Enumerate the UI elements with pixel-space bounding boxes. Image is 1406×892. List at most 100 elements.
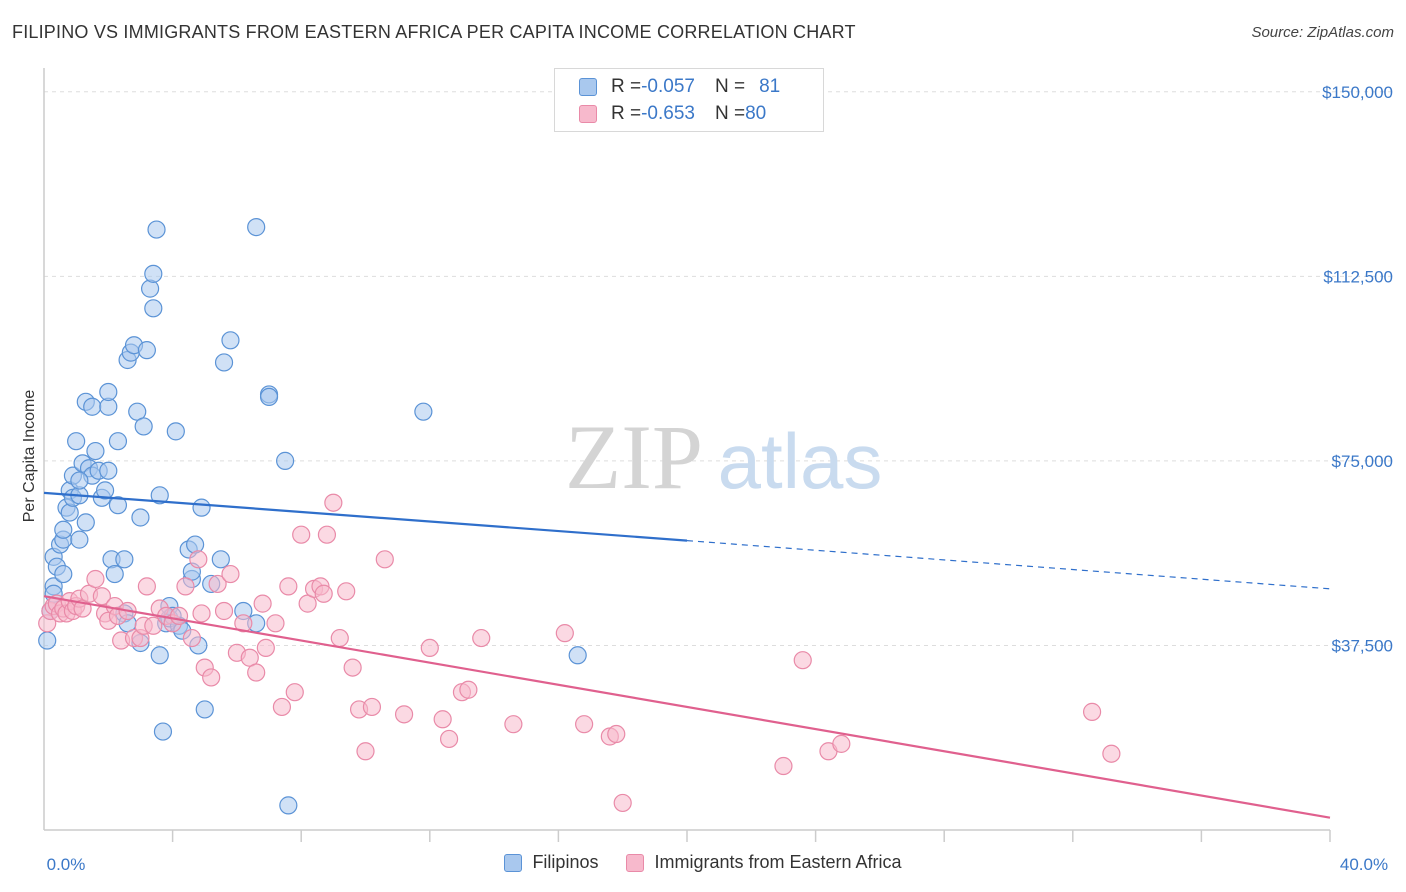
- legend-n-label: N =: [714, 76, 746, 97]
- data-point: [150, 646, 169, 665]
- legend-n-label: N =: [714, 103, 746, 124]
- data-point: [575, 715, 594, 734]
- data-point: [115, 550, 134, 569]
- data-point: [394, 705, 414, 724]
- data-point: [279, 796, 298, 815]
- x-tick-label-left: 0.0%: [47, 855, 86, 874]
- legend-item-filipinos: Filipinos: [504, 852, 598, 873]
- correlation-legend: R = -0.057 N = 81 R = -0.653 N = 80: [554, 68, 824, 132]
- data-point: [70, 471, 89, 490]
- data-point: [285, 683, 304, 702]
- trend-line-filipinos: [43, 491, 688, 542]
- legend-n-value: 81: [759, 76, 781, 97]
- data-point: [330, 628, 349, 648]
- data-point: [140, 279, 160, 298]
- data-point: [607, 724, 626, 744]
- data-point: [433, 710, 452, 729]
- data-point: [105, 564, 124, 584]
- data-point: [292, 525, 311, 544]
- data-point: [54, 564, 73, 584]
- data-point: [247, 218, 266, 237]
- data-point: [150, 486, 169, 505]
- data-point: [186, 535, 205, 554]
- data-point: [195, 700, 214, 719]
- series-legend: Filipinos Immigrants from Eastern Africa: [0, 852, 1406, 873]
- data-point: [472, 628, 491, 648]
- x-axis-labels: 0.0% 40.0%: [47, 855, 1388, 874]
- legend-row-eastern-africa: R = -0.653 N = 80: [579, 102, 766, 126]
- watermark-atlas: atlas: [718, 417, 883, 505]
- data-point: [86, 569, 105, 589]
- data-point: [67, 432, 86, 451]
- data-point: [214, 601, 234, 621]
- trend-lines: [43, 491, 1331, 819]
- data-point: [420, 638, 439, 658]
- data-point: [131, 508, 150, 527]
- data-point: [414, 402, 433, 421]
- data-point: [211, 550, 230, 569]
- data-point: [774, 756, 793, 776]
- data-point: [221, 331, 240, 350]
- data-point: [272, 697, 292, 717]
- axes: [43, 68, 1331, 842]
- chart-title: FILIPINO VS IMMIGRANTS FROM EASTERN AFRI…: [12, 22, 856, 42]
- series-filipinos: [38, 218, 587, 815]
- gridlines: [44, 91, 1395, 646]
- x-tick-label-right: 40.0%: [1340, 855, 1388, 874]
- data-point: [337, 582, 356, 601]
- data-point: [266, 614, 285, 633]
- data-point: [276, 451, 295, 470]
- data-point: [375, 550, 394, 569]
- data-point: [1082, 702, 1102, 721]
- data-point: [153, 722, 173, 741]
- data-point: [137, 341, 156, 360]
- data-point: [568, 646, 587, 665]
- y-axis-labels: $37,500 $75,000 $112,500 $150,000: [1322, 83, 1393, 656]
- trend-line-eastern-africa: [43, 595, 1331, 819]
- data-point: [60, 503, 79, 522]
- legend-r-label: R =: [611, 103, 642, 124]
- data-point: [92, 587, 111, 606]
- legend-r-label: R =: [611, 76, 642, 97]
- data-point: [144, 616, 163, 635]
- watermark-zip: ZIP: [565, 406, 703, 508]
- data-point: [134, 417, 153, 436]
- data-point: [1102, 744, 1121, 763]
- data-point: [137, 577, 156, 596]
- series-eastern-africa: [38, 493, 1121, 813]
- y-tick-label: $150,000: [1322, 83, 1393, 102]
- data-point: [95, 481, 115, 500]
- data-point: [108, 432, 128, 451]
- data-point: [202, 668, 221, 687]
- data-point: [317, 525, 337, 544]
- y-tick-label: $37,500: [1332, 636, 1393, 655]
- data-point: [86, 441, 105, 461]
- data-point: [356, 742, 375, 761]
- data-point: [54, 520, 73, 539]
- data-point: [343, 658, 362, 677]
- data-point: [76, 513, 95, 532]
- y-tick-label: $75,000: [1332, 452, 1393, 471]
- source-label: Source: ZipAtlas.com: [1251, 24, 1394, 41]
- data-point: [832, 734, 851, 753]
- legend-swatch-pink: [626, 853, 645, 872]
- data-point: [176, 577, 195, 596]
- legend-r-value: -0.057: [641, 76, 695, 97]
- data-point: [144, 299, 163, 318]
- trend-line-filipinos-projected: [686, 540, 1331, 590]
- data-point: [169, 606, 189, 626]
- data-point: [324, 493, 343, 512]
- data-point: [362, 697, 382, 717]
- data-point: [214, 353, 234, 372]
- legend-label-eastern-africa: Immigrants from Eastern Africa: [654, 852, 902, 872]
- data-point: [166, 422, 185, 441]
- data-point: [253, 594, 272, 613]
- data-point: [108, 496, 128, 515]
- data-point: [314, 584, 333, 603]
- data-point: [99, 382, 118, 402]
- data-point: [221, 564, 240, 584]
- data-point: [793, 651, 812, 670]
- legend-n-value: 80: [745, 103, 767, 124]
- legend-swatch-blue: [579, 78, 597, 96]
